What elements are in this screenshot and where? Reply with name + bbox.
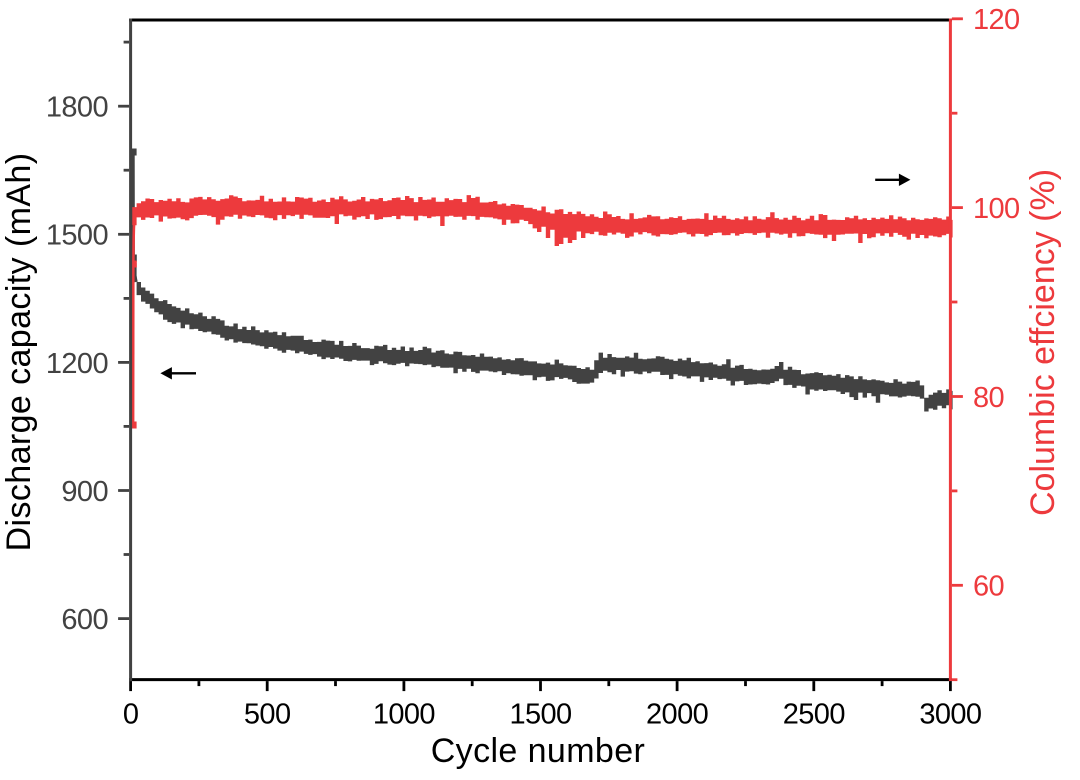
svg-text:2000: 2000: [646, 699, 708, 731]
svg-text:2500: 2500: [783, 699, 845, 731]
svg-text:0: 0: [123, 699, 139, 731]
svg-text:Columbic effciency (%): Columbic effciency (%): [1024, 169, 1062, 516]
svg-text:Cycle number: Cycle number: [431, 732, 646, 770]
svg-text:120: 120: [973, 4, 1020, 36]
svg-text:900: 900: [61, 476, 108, 508]
svg-text:500: 500: [244, 699, 291, 731]
svg-text:600: 600: [61, 604, 108, 636]
svg-text:3000: 3000: [919, 699, 981, 731]
svg-text:1800: 1800: [46, 92, 108, 124]
svg-text:1000: 1000: [373, 699, 435, 731]
svg-text:Discharge capacity (mAh): Discharge capacity (mAh): [0, 153, 38, 552]
svg-text:100: 100: [973, 193, 1020, 225]
svg-text:1500: 1500: [46, 220, 108, 252]
svg-text:60: 60: [973, 571, 1004, 603]
svg-text:80: 80: [973, 382, 1004, 414]
svg-text:1500: 1500: [509, 699, 571, 731]
svg-text:1200: 1200: [46, 348, 108, 380]
